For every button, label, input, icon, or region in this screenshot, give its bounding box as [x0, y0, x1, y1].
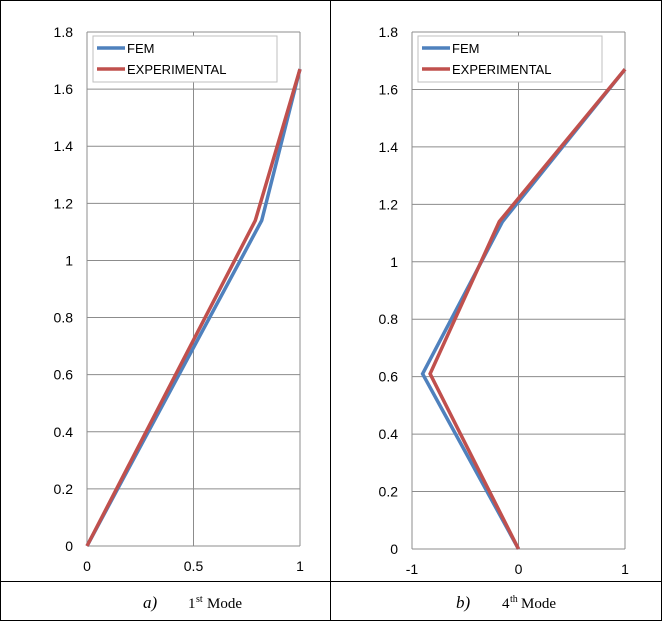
x-tick-label: 0	[83, 558, 91, 574]
series-line-fem	[420, 68, 627, 550]
y-tick-label: 1.8	[54, 24, 74, 40]
y-tick-label: 1	[65, 252, 73, 268]
y-tick-label: 1.8	[379, 24, 399, 40]
x-tick-label: 1	[621, 561, 629, 577]
caption-a-letter: a)	[143, 593, 158, 612]
chart-panel-a: 0 0.2 0.4 0.6 0.8 1 1.2 1.4 1.6 1.8 0 0.5 1 FEM EXPERI…	[54, 24, 305, 574]
y-tick-label: 0	[65, 538, 73, 554]
legend-box	[92, 35, 278, 83]
series-line-experimental	[85, 68, 302, 547]
y-tick-label: 1.2	[54, 195, 74, 211]
x-tick-label: 0	[515, 561, 523, 577]
y-tick-label: 0.8	[54, 310, 74, 326]
y-tick-label: 0.2	[54, 481, 74, 497]
caption-b-letter: b)	[456, 593, 471, 612]
x-tick-label: 1	[296, 558, 304, 574]
legend: FEM EXPERIMENTAL	[417, 35, 603, 83]
caption-b-text: Mode	[521, 596, 556, 612]
legend-label: FEM	[127, 41, 154, 56]
x-tick-label: -1	[406, 561, 419, 577]
caption-b-ordinal: 4	[502, 596, 510, 612]
y-tick-label: 0.2	[379, 484, 399, 500]
y-tick-label: 1.6	[379, 81, 399, 97]
legend: FEM EXPERIMENTAL	[92, 35, 278, 83]
chart-panel-b: 0 0.2 0.4 0.6 0.8 1 1.2 1.4 1.6 1.8 -1 0 1 FEM EXPERIM…	[379, 24, 630, 577]
caption-a-ordinal: 1	[188, 596, 196, 612]
x-tick-label: 0.5	[184, 558, 204, 574]
y-tick-label: 1.2	[379, 196, 399, 212]
y-tick-label: 0.6	[379, 369, 399, 385]
y-tick-label: 0	[390, 541, 398, 557]
y-tick-label: 1.4	[379, 139, 399, 155]
caption-a-suffix: st	[196, 594, 203, 605]
legend-label: EXPERIMENTAL	[452, 62, 551, 77]
caption-b: b) 4 th Mode	[456, 593, 556, 612]
y-tick-label: 0.6	[54, 367, 74, 383]
caption-b-suffix: th	[510, 594, 518, 605]
legend-label: FEM	[452, 41, 479, 56]
y-tick-label: 0.4	[379, 426, 399, 442]
y-tick-label: 1	[390, 254, 398, 270]
y-tick-label: 1.6	[54, 81, 74, 97]
caption-a-text: Mode	[207, 596, 242, 612]
y-tick-label: 0.8	[379, 311, 399, 327]
caption-a: a) 1 st Mode	[143, 593, 242, 612]
series-line-fem	[85, 68, 302, 547]
legend-label: EXPERIMENTAL	[127, 62, 226, 77]
legend-box	[417, 35, 603, 83]
y-tick-label: 1.4	[54, 138, 74, 154]
y-tick-label: 0.4	[54, 424, 74, 440]
series-line-experimental	[428, 68, 627, 550]
